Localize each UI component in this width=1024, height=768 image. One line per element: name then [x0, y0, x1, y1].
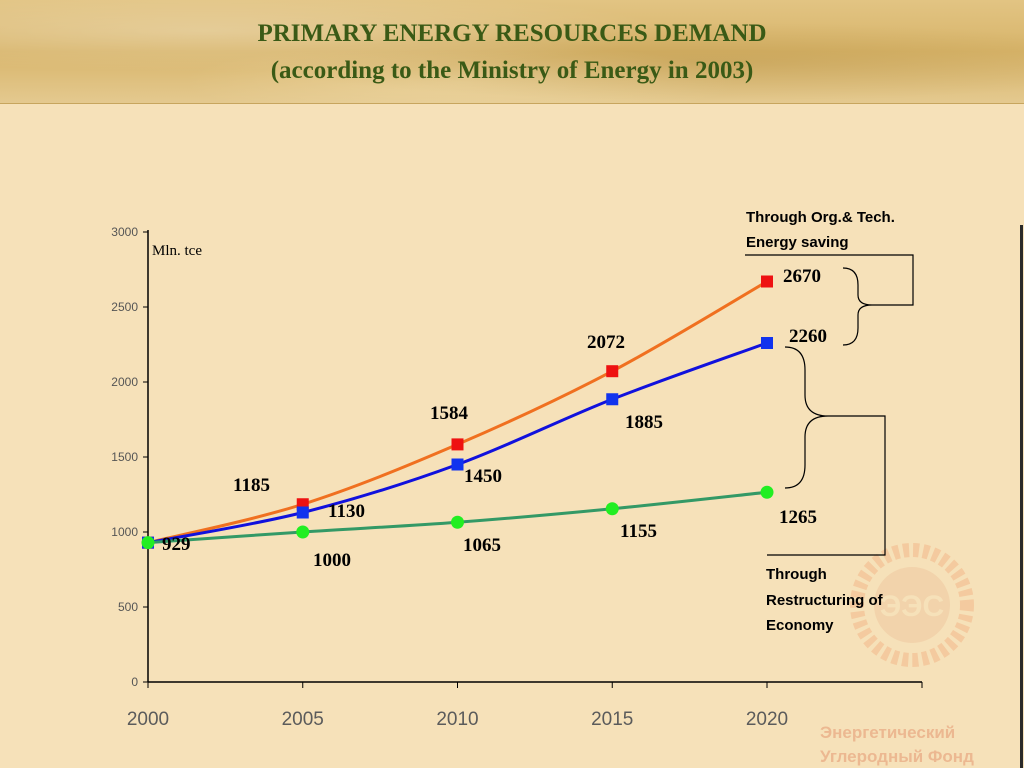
title-banner: [0, 0, 1024, 104]
data-label-green-2020: 1265: [779, 507, 817, 528]
data-label-2000: 929: [162, 534, 191, 555]
data-point-2-4: [760, 485, 774, 499]
restructuring-note-line3: Economy: [766, 617, 834, 634]
x-tick-label: 2000: [127, 709, 169, 730]
saving-note-line1: Through Org.& Tech.: [746, 209, 895, 226]
y-tick-label: 1000: [111, 525, 138, 539]
data-point-0-2: [451, 438, 464, 451]
y-tick-label: 3000: [111, 225, 138, 239]
data-label-blue-2020: 2260: [789, 326, 827, 347]
series-markers: [141, 275, 774, 550]
data-label-red-2015: 2072: [587, 332, 625, 353]
restructuring-note-line1: Through: [766, 566, 827, 583]
restructuring-brace: [784, 346, 829, 489]
data-label-red-2005: 1185: [233, 475, 270, 496]
restructuring-callout-line: [767, 415, 886, 556]
x-tick-label: 2005: [282, 709, 324, 730]
logo-text: ЭЭС: [880, 590, 944, 623]
y-tick-label: 500: [118, 600, 138, 614]
data-point-0-4: [761, 275, 773, 288]
y-axis-ticks: 0 500 1000 1500 2000 2500 3000: [111, 225, 148, 689]
data-point-2-2: [451, 515, 464, 529]
data-point-2-1: [296, 525, 310, 539]
data-point-1-1: [296, 506, 309, 519]
y-tick-label: 2500: [111, 300, 138, 314]
y-tick-label: 1500: [111, 450, 138, 464]
data-label-green-2005: 1000: [313, 550, 351, 571]
watermark-line2: Углеродный Фонд: [820, 747, 974, 766]
data-label-green-2015: 1155: [620, 521, 657, 542]
data-point-2-0: [141, 536, 155, 550]
data-point-2-3: [605, 502, 619, 516]
data-label-blue-2015: 1885: [625, 412, 663, 433]
x-tick-label: 2020: [746, 709, 788, 730]
data-label-blue-2005: 1130: [328, 501, 365, 522]
x-tick-label: 2015: [591, 709, 633, 730]
saving-brace: [842, 267, 873, 346]
saving-note-line2: Energy saving: [746, 234, 849, 251]
data-point-0-3: [606, 365, 619, 378]
data-point-1-2: [451, 458, 464, 471]
data-point-1-4: [761, 337, 773, 349]
y-unit-label: Mln. tce: [152, 243, 202, 259]
data-label-red-2010: 1584: [430, 403, 469, 424]
chart-subtitle: (according to the Ministry of Energy in …: [270, 57, 754, 84]
fund-logo-icon: ЭЭС: [850, 543, 974, 667]
right-edge-line: [1020, 225, 1023, 768]
y-tick-label: 2000: [111, 375, 138, 389]
y-tick-label: 0: [131, 675, 138, 689]
data-label-blue-2010: 1450: [464, 466, 502, 487]
data-point-1-3: [606, 393, 619, 406]
x-axis-ticks: 2000 2005 2010 2015 2020: [127, 682, 923, 730]
chart-title: PRIMARY ENERGY RESOURCES DEMAND: [257, 20, 767, 47]
saving-callout-line: [745, 254, 914, 306]
data-label-green-2010: 1065: [463, 535, 501, 556]
x-tick-label: 2010: [436, 709, 478, 730]
watermark-line1: Энергетический: [820, 723, 955, 742]
restructuring-note-line2: Restructuring of: [766, 592, 884, 609]
data-label-red-2020: 2670: [783, 266, 821, 287]
